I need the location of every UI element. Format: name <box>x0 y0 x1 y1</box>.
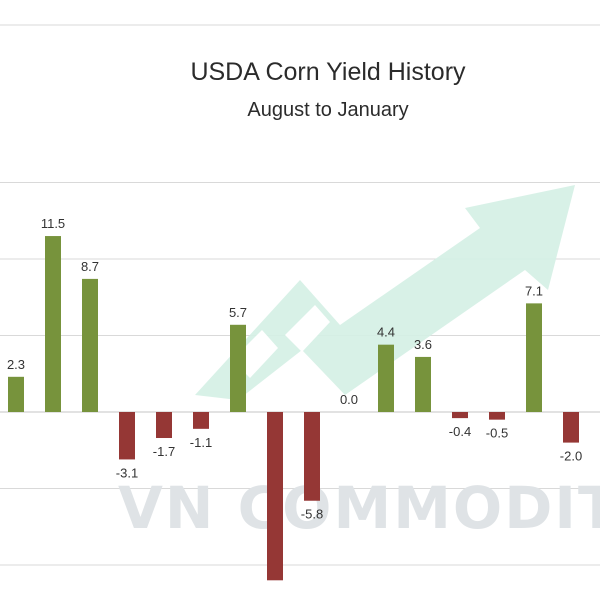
value-label: 11.5 <box>41 216 65 231</box>
bar <box>526 303 542 412</box>
bar <box>378 344 394 412</box>
value-label: -0.4 <box>449 424 471 439</box>
bar <box>304 412 320 501</box>
bar <box>45 236 61 412</box>
value-labels: 2.3 11.5 8.7 -3.1 -1.7 -1.1 5.7 -5.8 0.0 4.4 3.6 -0… <box>7 216 582 522</box>
watermark: VN COMMODITIES <box>118 185 600 542</box>
value-label: 7.1 <box>525 283 543 298</box>
bar <box>82 278 98 412</box>
bar <box>156 412 172 439</box>
bar <box>119 412 135 460</box>
bar <box>230 324 246 412</box>
bar <box>489 412 505 420</box>
bar <box>8 376 24 412</box>
bar <box>267 412 283 581</box>
value-label: 3.6 <box>414 337 432 352</box>
gridlines <box>0 24 600 566</box>
value-label: -5.8 <box>301 507 323 522</box>
bar-series <box>8 236 579 581</box>
value-label: 8.7 <box>81 259 99 274</box>
bar <box>563 412 579 443</box>
value-label: 4.4 <box>377 325 395 340</box>
value-label: 5.7 <box>229 305 247 320</box>
bar <box>452 412 468 419</box>
value-label: -2.0 <box>560 449 582 464</box>
value-label: -3.1 <box>116 465 138 480</box>
value-label: -1.1 <box>190 435 212 450</box>
watermark-arrow-icon <box>195 185 575 400</box>
watermark-arrow-stripe <box>285 305 330 352</box>
chart-title: USDA Corn Yield History <box>190 58 466 86</box>
value-label: 0.0 <box>340 392 358 407</box>
value-label: 2.3 <box>7 357 25 372</box>
chart-subtitle: August to January <box>247 99 408 121</box>
bar <box>415 356 431 412</box>
watermark-text: VN COMMODITIES <box>118 474 600 542</box>
bar <box>193 412 209 429</box>
value-label: -0.5 <box>486 426 508 441</box>
value-label: -1.7 <box>153 444 175 459</box>
